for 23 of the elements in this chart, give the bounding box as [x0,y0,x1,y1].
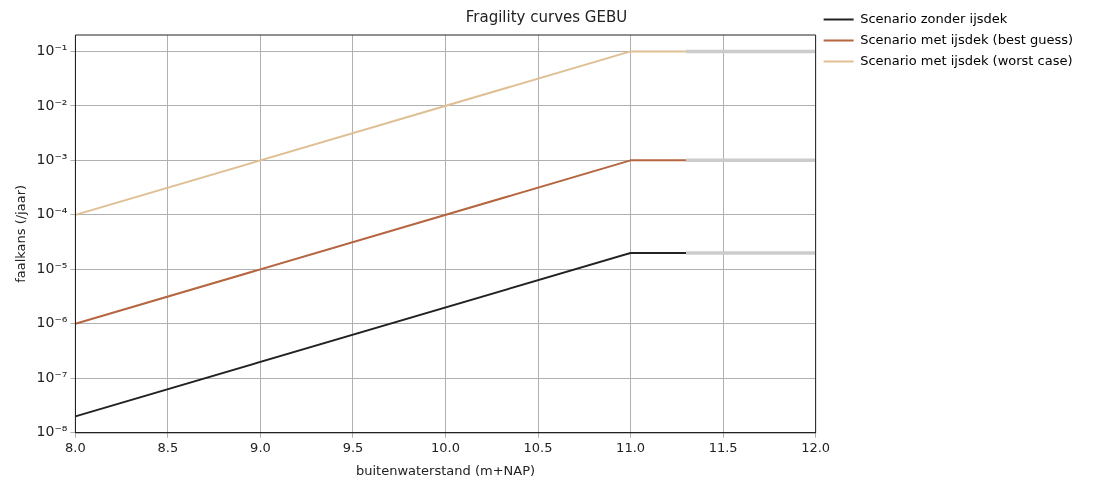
chart-title: Fragility curves GEBU [465,7,628,26]
legend-label: Scenario zonder ijsdek [860,10,1008,26]
x-tick-label: 8.5 [157,439,179,455]
legend-label: Scenario met ijsdek (best guess) [860,31,1073,47]
y-tick-label: 10⁻² [36,96,68,113]
y-tick-label: 10⁻⁵ [36,259,68,276]
y-tick-label: 10⁻⁷ [36,368,68,385]
x-tick-label: 8.0 [65,439,86,455]
x-axis-title: buitenwaterstand (m+NAP) [355,462,536,478]
x-tick-label: 9.5 [342,439,364,455]
legend-label: Scenario met ijsdek (worst case) [860,52,1073,68]
y-tick-label: 10⁻³ [36,151,68,168]
x-tick-label: 11.0 [616,439,646,455]
x-tick-label: 10.0 [431,439,460,455]
y-tick-label: 10⁻¹ [36,42,68,59]
x-tick-label: 11.5 [708,439,738,455]
x-tick-label: 12.0 [801,439,831,455]
y-axis-title: faalkans (/jaar) [13,184,29,283]
y-tick-label: 10⁻⁶ [36,314,68,331]
x-tick-label: 9.0 [250,439,271,455]
y-tick-label: 10⁻⁴ [36,205,68,222]
y-tick-label: 10⁻⁸ [36,423,68,440]
x-tick-label: 10.5 [523,439,553,455]
